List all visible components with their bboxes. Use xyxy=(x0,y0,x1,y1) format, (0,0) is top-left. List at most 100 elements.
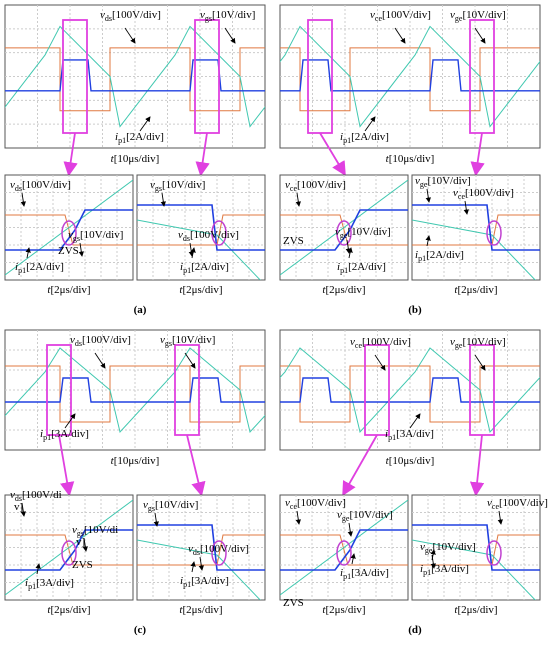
scope-traces xyxy=(137,524,265,600)
label-symbol: i xyxy=(25,577,28,589)
label-symbol: i xyxy=(115,131,118,143)
trace-voltage xyxy=(280,534,408,566)
waveform-label: vge[10V/div] xyxy=(420,541,476,555)
label-subscript: ce xyxy=(375,14,383,23)
label-scale: [100V/div] xyxy=(190,229,239,241)
time-scale: [2μs/div] xyxy=(457,604,497,616)
trace-voltage xyxy=(5,365,265,423)
label-scale: [100V/div] xyxy=(297,179,346,191)
pointer-arrow xyxy=(425,235,431,247)
label-scale: [100V/div] xyxy=(382,9,431,21)
waveform-label: ip1[2A/div] xyxy=(180,261,229,275)
time-symbol: t xyxy=(111,153,115,165)
pointer-arrow xyxy=(160,192,166,207)
label-symbol: i xyxy=(340,567,343,579)
label-symbol: v xyxy=(178,229,183,241)
label-scale: [3A/div] xyxy=(191,575,229,587)
trace-voltage xyxy=(137,534,265,566)
trace-voltage xyxy=(280,214,408,246)
label-scale: [10V/div] xyxy=(462,9,505,21)
label-scale: [100V/div] xyxy=(112,9,161,21)
pointer-arrow xyxy=(198,556,204,571)
panel-letter: (a) xyxy=(134,304,147,316)
waveform-label: vce[100V/div] xyxy=(285,497,346,511)
scope-traces xyxy=(280,499,408,596)
time-label: t[10μs/div] xyxy=(386,455,435,467)
panel-letter: (c) xyxy=(134,624,147,636)
trace-voltage xyxy=(280,47,540,112)
pointer-arrow xyxy=(25,247,31,259)
pointer-arrow xyxy=(82,537,88,552)
trace-gate xyxy=(5,529,133,571)
pointer-arrow xyxy=(139,116,151,132)
zvs-marker xyxy=(486,220,502,246)
time-label: t[10μs/div] xyxy=(111,455,160,467)
time-scale: [2μs/div] xyxy=(182,284,222,296)
label-scale: [10V/div] xyxy=(212,9,255,21)
waveform-label: vds[100V/div] xyxy=(10,179,71,193)
trace-current xyxy=(5,25,265,128)
scope-traces xyxy=(280,25,540,128)
zvs-marker xyxy=(211,540,227,566)
time-scale: [10μs/div] xyxy=(389,455,435,467)
label-subscript: p1 xyxy=(118,136,126,145)
zoom-arrow xyxy=(319,132,346,177)
label-symbol: i xyxy=(180,261,183,273)
zoom-arrow xyxy=(342,434,378,497)
label-subscript: ce xyxy=(290,502,298,511)
zvs-label: ZVS xyxy=(283,597,304,609)
label-subscript: gs xyxy=(77,529,84,538)
zoom-arrow xyxy=(195,132,210,177)
trace-gate xyxy=(5,377,265,403)
pointer-arrow xyxy=(364,116,376,132)
pointer-arrow xyxy=(20,502,26,517)
time-scale: [10μs/div] xyxy=(114,153,160,165)
scope-traces xyxy=(5,347,265,434)
waveform-label: vge[10V/div] xyxy=(450,9,506,23)
scope-traces xyxy=(412,524,540,600)
pointer-arrow xyxy=(463,200,469,215)
trace-gate xyxy=(280,377,540,403)
label-scale: [100V/div] xyxy=(22,179,71,191)
label-symbol: v xyxy=(188,543,193,555)
trace-gate xyxy=(280,59,540,92)
pointer-arrow xyxy=(78,242,84,257)
trace-gate xyxy=(5,209,133,251)
waveform-label: vds[100V/div] xyxy=(178,229,239,243)
time-symbol: t xyxy=(322,604,326,616)
label-symbol: v xyxy=(337,509,342,521)
waveform-label: vce[100V/div] xyxy=(453,187,514,201)
label-subscript: p1 xyxy=(388,433,396,442)
time-symbol: t xyxy=(322,284,326,296)
trace-current xyxy=(137,539,261,600)
trace-gate xyxy=(412,524,540,571)
trace-gate xyxy=(412,204,540,251)
waveform-label: vds[100V/div] xyxy=(188,543,249,557)
zoom-arrow xyxy=(63,132,78,177)
label-scale: [10V/div] xyxy=(155,499,198,511)
waveform-label: ip1[2A/div] xyxy=(15,261,64,275)
waveform-label: ip1[3A/div] xyxy=(340,567,389,581)
time-scale: [2μs/div] xyxy=(50,284,90,296)
scope-traces xyxy=(280,347,540,434)
label-scale: [3A/div] xyxy=(431,563,469,575)
time-symbol: t xyxy=(111,455,115,467)
label-subscript: ge xyxy=(425,546,433,555)
label-symbol: v xyxy=(285,497,290,509)
label-symbol: v xyxy=(143,499,148,511)
waveform-label: ip1[3A/div] xyxy=(40,428,89,442)
label-symbol: v xyxy=(10,489,15,501)
label-subscript: ce xyxy=(355,341,363,350)
pointer-arrow xyxy=(20,192,26,207)
label-scale: [100V/div] xyxy=(82,334,131,346)
label-scale: [10V/div] xyxy=(349,509,392,521)
label-symbol: v xyxy=(487,497,492,509)
label-scale: [10V/div] xyxy=(162,179,205,191)
pointer-arrow xyxy=(184,352,196,369)
pointer-arrow xyxy=(347,247,353,259)
time-symbol: t xyxy=(179,604,183,616)
label-symbol: v xyxy=(285,179,290,191)
trace-voltage xyxy=(5,47,265,112)
label-subscript: ge xyxy=(455,14,463,23)
